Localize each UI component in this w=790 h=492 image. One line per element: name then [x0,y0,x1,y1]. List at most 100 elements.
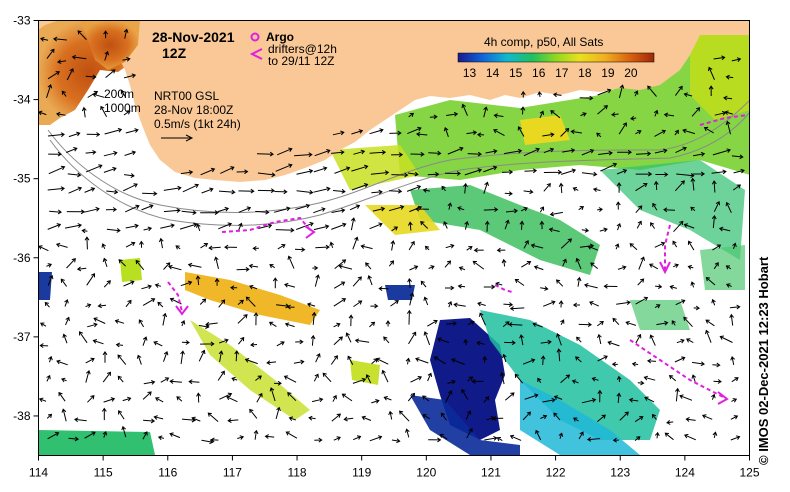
current-vector-arrow [47,274,54,286]
current-vector-arrow [711,169,727,175]
current-vector-arrow [120,89,127,98]
current-vector-arrow [257,188,275,194]
current-vector-arrow [533,265,544,271]
colorbar-label: 14 [486,66,500,80]
current-vector-arrow [407,392,416,402]
current-vector-arrow [466,246,473,251]
current-vector-arrow [313,224,330,231]
current-vector-arrow [213,256,219,270]
current-vector-arrow [84,431,96,439]
current-vector-arrow [162,312,168,326]
current-vector-arrow [268,321,277,328]
current-vector-arrow [226,395,238,403]
current-vector-arrow [68,131,81,138]
current-vector-arrow [422,188,430,193]
current-vector-arrow [612,317,620,326]
current-vector-arrow [333,298,347,307]
current-vector-arrow [616,375,622,383]
current-vector-arrow [556,333,562,346]
current-vector-arrow [690,281,696,288]
current-vector-arrow [406,185,422,192]
current-vector-arrow [521,261,532,268]
current-vector-arrow [196,223,201,232]
current-vector-arrow [122,56,131,62]
current-vector-arrow [476,340,485,346]
current-vector-arrow [273,380,282,386]
current-vector-arrow [542,397,556,403]
current-vector-arrow [675,146,687,154]
current-vector-arrow [649,334,656,346]
lon-tick-label: 117 [223,466,242,480]
current-vector-arrow [200,167,216,176]
current-vector-arrow [308,415,316,421]
drifter-track [494,284,513,293]
current-vector-arrow [369,435,383,442]
current-vector-arrow [520,106,526,115]
current-vector-arrow [644,396,655,403]
current-vector-arrow [47,432,60,440]
current-vector-arrow [575,257,582,270]
colorbar-title: 4h comp, p50, All Sats [484,35,603,49]
colorbar [457,52,655,63]
current-vector-arrow [590,262,599,269]
current-vector-arrow [690,177,696,191]
current-vector-arrow [141,204,154,211]
current-vector-arrow [504,392,515,401]
current-vector-arrow [354,338,370,344]
current-vector-arrow [607,340,620,347]
current-vector-arrow [153,341,163,347]
colorbar-label: 13 [463,66,477,80]
current-vector-arrow [712,431,718,439]
current-vector-arrow [288,416,296,422]
current-vector-arrow [76,266,87,272]
current-vector-arrow [66,209,86,215]
sst-small-patch [385,285,415,300]
current-vector-arrow [724,110,733,115]
current-vector-arrow [46,374,51,382]
current-vector-arrow [102,371,112,383]
current-vector-arrow [201,187,214,194]
current-vector-arrow [669,284,677,290]
current-vector-arrow [217,370,225,381]
current-vector-arrow [195,275,201,286]
current-vector-arrow [276,341,285,347]
current-vector-arrow [672,240,678,248]
current-vector-arrow [370,170,390,176]
lon-tick-label: 122 [546,466,566,480]
current-vector-arrow [237,299,244,305]
current-vector-arrow [294,152,313,158]
current-vector-arrow [443,126,449,137]
current-vector-arrow [643,375,656,381]
current-vector-arrow [390,300,399,307]
current-vector-arrow [154,283,162,288]
current-vector-arrow [502,321,510,328]
current-vector-arrow [77,30,87,40]
current-vector-arrow [47,186,65,192]
current-vector-arrow [560,319,565,325]
current-vector-arrow [47,71,60,80]
current-vector-arrow [287,392,297,402]
current-vector-arrow [118,410,125,420]
current-vector-arrow [329,241,335,248]
current-vector-arrow [87,395,95,403]
current-vector-arrow [703,126,714,134]
current-vector-arrow [66,258,76,269]
current-vector-arrow [682,128,696,135]
current-vector-arrow [306,302,316,308]
current-vector-arrow [673,220,684,233]
current-vector-arrow [333,436,341,441]
current-vector-arrow [407,171,419,177]
current-vector-arrow [428,265,435,270]
current-vector-arrow [44,301,50,308]
current-vector-arrow [49,209,62,215]
current-vector-arrow [502,353,507,363]
current-vector-arrow [447,379,456,385]
current-vector-arrow [711,393,716,400]
current-vector-arrow [723,95,733,101]
current-vector-arrow [334,166,351,174]
current-vector-arrow [331,413,342,422]
current-vector-arrow [581,227,590,233]
current-vector-arrow [631,361,639,367]
current-vector-arrow [649,263,659,270]
